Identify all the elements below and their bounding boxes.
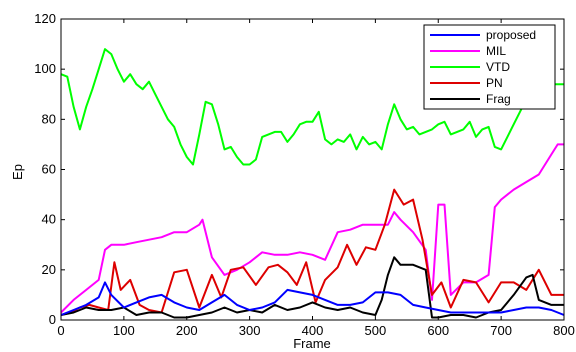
x-tick-label: 400 [302, 323, 324, 338]
series-line-mil [60, 143, 564, 314]
x-tick-label: 700 [490, 323, 512, 338]
series-line-proposed [60, 281, 565, 316]
series-line-pn [60, 188, 564, 316]
x-tick-label: 100 [113, 323, 135, 338]
y-tick-label: 60 [42, 162, 56, 177]
y-tick-label: 20 [42, 262, 56, 277]
x-tick-label: 600 [427, 323, 449, 338]
y-tick-label: 80 [42, 111, 56, 126]
series-line-vtd [60, 48, 564, 166]
legend: proposed MIL VTD PN Frag [423, 24, 556, 110]
x-tick-label: 0 [57, 323, 64, 338]
ticks-layer: 0 100 200 300 400 500 600 700 800 0 20 40 60 80 100 120 [34, 11, 575, 338]
x-tick-label: 500 [365, 323, 387, 338]
series-layer [60, 48, 565, 319]
plot-frame [60, 18, 565, 321]
x-tick-label: 800 [553, 323, 575, 338]
legend-label-mil: MIL [486, 44, 506, 58]
series-line-frag [60, 256, 564, 319]
legend-label-pn: PN [486, 76, 503, 90]
x-tick-label: 200 [176, 323, 198, 338]
y-axis-label: Ep [10, 164, 25, 180]
x-axis-label: Frame [293, 336, 331, 351]
x-tick-label: 300 [239, 323, 261, 338]
legend-label-proposed: proposed [486, 28, 536, 42]
y-tick-label: 0 [49, 312, 56, 327]
y-tick-label: 40 [42, 212, 56, 227]
legend-label-frag: Frag [486, 92, 511, 106]
y-tick-label: 100 [34, 61, 56, 76]
y-tick-label: 120 [34, 11, 56, 26]
legend-label-vtd: VTD [486, 60, 510, 74]
